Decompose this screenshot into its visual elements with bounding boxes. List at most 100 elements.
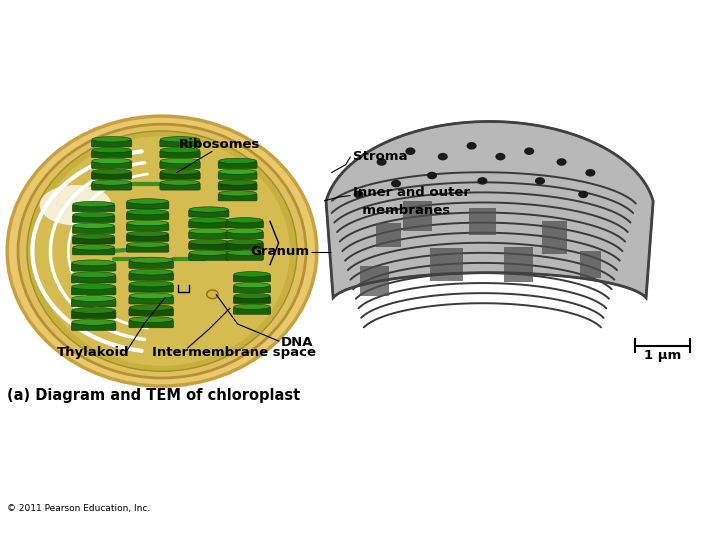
Circle shape (377, 158, 387, 166)
Ellipse shape (227, 228, 263, 234)
Bar (360, 266, 389, 296)
FancyBboxPatch shape (71, 299, 116, 307)
FancyBboxPatch shape (91, 151, 132, 158)
Text: Ribosomes: Ribosomes (179, 138, 261, 151)
Ellipse shape (234, 272, 270, 277)
Circle shape (495, 153, 505, 160)
FancyBboxPatch shape (71, 275, 116, 283)
Text: Granum: Granum (251, 245, 310, 258)
Ellipse shape (234, 304, 270, 309)
Ellipse shape (130, 293, 173, 299)
FancyBboxPatch shape (160, 183, 200, 190)
Ellipse shape (234, 293, 270, 299)
Circle shape (585, 169, 595, 177)
FancyBboxPatch shape (72, 215, 115, 222)
Ellipse shape (227, 239, 263, 245)
Ellipse shape (92, 147, 131, 153)
Bar (431, 248, 463, 281)
FancyBboxPatch shape (72, 248, 115, 255)
FancyBboxPatch shape (233, 307, 271, 314)
Text: DNA: DNA (281, 336, 313, 349)
Ellipse shape (7, 116, 317, 386)
Ellipse shape (189, 207, 228, 212)
Ellipse shape (161, 180, 199, 185)
Text: membranes: membranes (353, 204, 450, 217)
Ellipse shape (92, 169, 131, 174)
FancyBboxPatch shape (71, 311, 116, 319)
Circle shape (557, 158, 567, 166)
Text: (a) Diagram and TEM of chloroplast: (a) Diagram and TEM of chloroplast (7, 388, 300, 403)
FancyBboxPatch shape (218, 172, 257, 179)
Bar (504, 247, 533, 282)
Polygon shape (326, 122, 653, 298)
Circle shape (354, 191, 364, 198)
Circle shape (535, 177, 545, 185)
Circle shape (467, 142, 477, 150)
FancyBboxPatch shape (189, 253, 229, 260)
FancyBboxPatch shape (189, 242, 229, 249)
Ellipse shape (72, 260, 115, 266)
FancyBboxPatch shape (218, 183, 257, 190)
FancyBboxPatch shape (91, 183, 132, 190)
Ellipse shape (73, 234, 114, 239)
Ellipse shape (73, 223, 114, 228)
Bar (403, 201, 432, 231)
FancyBboxPatch shape (91, 172, 132, 179)
Ellipse shape (73, 212, 114, 218)
FancyBboxPatch shape (127, 224, 168, 231)
Ellipse shape (219, 191, 256, 196)
Text: Thylakoid: Thylakoid (58, 346, 130, 359)
Ellipse shape (130, 316, 173, 322)
Ellipse shape (189, 239, 228, 245)
Ellipse shape (130, 257, 173, 263)
FancyBboxPatch shape (72, 205, 115, 212)
Ellipse shape (130, 281, 173, 287)
FancyBboxPatch shape (218, 194, 257, 201)
Circle shape (438, 153, 448, 160)
Ellipse shape (73, 201, 114, 207)
FancyBboxPatch shape (226, 242, 264, 249)
FancyBboxPatch shape (129, 296, 174, 304)
FancyBboxPatch shape (233, 296, 271, 303)
Bar (377, 222, 402, 247)
FancyBboxPatch shape (91, 161, 132, 168)
Ellipse shape (72, 272, 115, 278)
Bar (580, 251, 601, 278)
FancyBboxPatch shape (72, 226, 115, 233)
FancyBboxPatch shape (72, 237, 115, 244)
Circle shape (207, 290, 218, 299)
Ellipse shape (189, 218, 228, 223)
Circle shape (427, 172, 437, 179)
FancyBboxPatch shape (127, 202, 168, 209)
Bar (469, 208, 496, 235)
Text: Stroma: Stroma (353, 150, 408, 163)
Ellipse shape (234, 282, 270, 288)
FancyBboxPatch shape (91, 140, 132, 147)
Bar (542, 221, 567, 254)
Ellipse shape (127, 242, 168, 247)
FancyBboxPatch shape (71, 264, 116, 271)
Ellipse shape (219, 169, 256, 174)
Ellipse shape (72, 319, 115, 325)
Ellipse shape (130, 305, 173, 310)
Ellipse shape (219, 158, 256, 164)
Ellipse shape (227, 250, 263, 255)
Circle shape (391, 180, 401, 187)
Ellipse shape (92, 180, 131, 185)
FancyBboxPatch shape (127, 234, 168, 241)
Ellipse shape (189, 250, 228, 255)
Ellipse shape (189, 228, 228, 234)
Ellipse shape (161, 147, 199, 153)
Ellipse shape (127, 220, 168, 226)
FancyBboxPatch shape (71, 287, 116, 295)
Ellipse shape (73, 245, 114, 250)
FancyBboxPatch shape (226, 221, 264, 228)
Text: © 2011 Pearson Education, Inc.: © 2011 Pearson Education, Inc. (7, 504, 150, 513)
FancyBboxPatch shape (129, 261, 174, 268)
Ellipse shape (127, 199, 168, 204)
FancyBboxPatch shape (71, 323, 116, 330)
Circle shape (578, 191, 588, 198)
FancyBboxPatch shape (160, 172, 200, 179)
Text: Inner and outer: Inner and outer (353, 186, 470, 199)
Circle shape (477, 177, 487, 185)
